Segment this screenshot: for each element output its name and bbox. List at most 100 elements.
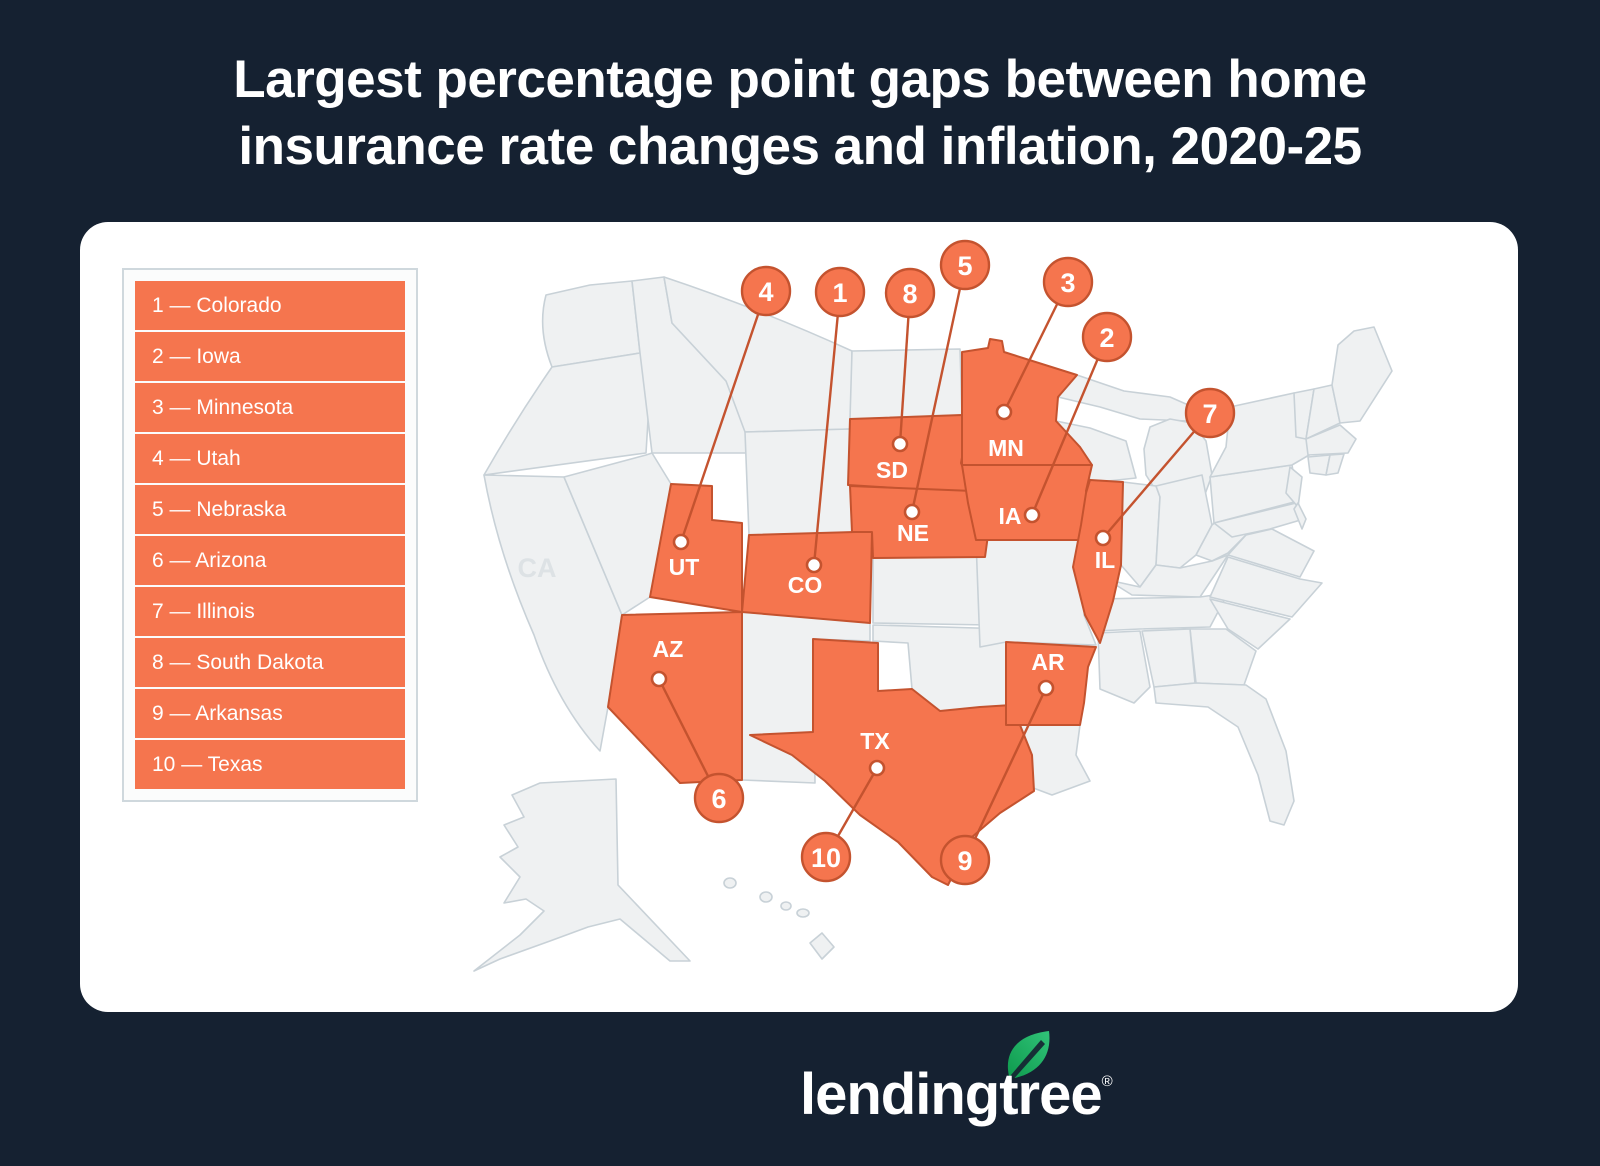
anchor-dot-ut [672, 533, 690, 551]
legend-item-2: 2 — Iowa [135, 332, 405, 381]
state-ia-highlighted [961, 464, 1093, 541]
state-mn-highlighted [961, 338, 1093, 466]
page-title: Largest percentage point gaps between ho… [0, 46, 1600, 180]
marker-circle-ar [939, 834, 991, 886]
state-label-il: IL [1095, 547, 1115, 573]
state-hi-island-5 [809, 932, 835, 960]
anchor-dot-ia [1023, 506, 1041, 524]
ranking-legend: 1 — Colorado 2 — Iowa 3 — Minnesota 4 — … [122, 268, 418, 802]
state-or [483, 352, 653, 476]
leader-line-ia [1030, 336, 1109, 516]
leader-line-co [812, 291, 842, 566]
state-label-co: CO [788, 572, 823, 598]
title-line-1: Largest percentage point gaps between ho… [233, 50, 1367, 109]
state-ca [483, 474, 623, 752]
legend-item-9: 9 — Arkansas [135, 689, 405, 738]
state-ak [473, 778, 691, 972]
marker-circle-ut [740, 265, 792, 317]
legend-item-10: 10 — Texas [135, 740, 405, 789]
leader-line-il [1102, 412, 1211, 539]
legend-item-4: 4 — Utah [135, 434, 405, 483]
marker-circle-tx [800, 831, 852, 883]
marker-number-sd: 8 [902, 279, 917, 309]
legend-item-1: 1 — Colorado [135, 281, 405, 330]
marker-circle-sd [884, 267, 936, 319]
anchor-dot-co [805, 556, 823, 574]
anchor-dot-mn [995, 403, 1013, 421]
marker-number-ut: 4 [758, 277, 773, 307]
state-co-highlighted [741, 531, 873, 624]
legend-item-8: 8 — South Dakota [135, 638, 405, 687]
leader-line-ut [679, 290, 768, 543]
anchor-dot-il [1094, 529, 1112, 547]
state-ks [872, 556, 991, 626]
leader-line-ne [910, 264, 967, 513]
lendingtree-logo: lendingtree® [0, 1028, 1600, 1138]
marker-circle-ia [1081, 311, 1133, 363]
state-me [1331, 326, 1393, 424]
state-mi-upper [1057, 374, 1203, 422]
state-de [1293, 502, 1307, 530]
anchor-dot-sd [891, 435, 909, 453]
state-ma [1305, 424, 1357, 456]
state-ri [1325, 453, 1345, 476]
state-va [1227, 528, 1315, 578]
state-tx-highlighted [749, 638, 1035, 886]
marker-number-tx: 10 [811, 843, 841, 873]
state-md [1213, 502, 1305, 538]
state-al [1141, 628, 1196, 688]
marker-number-ne: 5 [957, 251, 972, 281]
state-ut-highlighted [649, 483, 743, 613]
leader-line-ar [963, 687, 1048, 861]
leader-line-sd [898, 292, 912, 445]
logo-text: lendingtree® [800, 1062, 1113, 1127]
legend-item-5: 5 — Nebraska [135, 485, 405, 534]
state-label-mn: MN [988, 435, 1024, 461]
marker-circle-co [814, 266, 866, 318]
anchor-dot-ar [1037, 679, 1055, 697]
marker-number-az: 6 [711, 784, 726, 814]
state-wy [744, 428, 853, 536]
marker-number-ia: 2 [1099, 323, 1114, 353]
state-hi-island-1 [723, 877, 737, 889]
marker-number-mn: 3 [1060, 268, 1075, 298]
state-il-highlighted [1072, 479, 1124, 644]
state-label-sd: SD [876, 457, 908, 483]
state-hi-island-3 [780, 901, 792, 911]
us-map: 4 1 8 5 3 2 7 6 10 9 UT CO SD NE MN IA I… [473, 239, 1393, 972]
registered-mark: ® [1101, 1073, 1113, 1090]
state-nc [1209, 556, 1323, 618]
marker-number-il: 7 [1202, 399, 1217, 429]
legend-item-3: 3 — Minnesota [135, 383, 405, 432]
state-ga [1189, 628, 1257, 686]
state-label-ar: AR [1031, 649, 1065, 675]
state-label-ia: IA [999, 503, 1022, 529]
state-label-ut: UT [669, 554, 700, 580]
marker-circle-ne [939, 239, 991, 291]
legend-item-7: 7 — Illinois [135, 587, 405, 636]
state-label-az: AZ [653, 636, 684, 662]
title-line-2: insurance rate changes and inflation, 20… [238, 117, 1362, 176]
anchor-dot-az [650, 670, 668, 688]
state-sc [1209, 598, 1291, 650]
state-oh [1155, 474, 1213, 569]
map-card: 1 — Colorado 2 — Iowa 3 — Minnesota 4 — … [80, 222, 1518, 1012]
anchor-dot-tx [868, 759, 886, 777]
state-wa [541, 280, 641, 368]
state-sd-highlighted [847, 414, 974, 494]
state-ms [1097, 630, 1151, 704]
state-hi-island-2 [759, 891, 773, 903]
leaf-icon [1005, 1031, 1050, 1082]
marker-circle-mn [1042, 256, 1094, 308]
state-label-ne: NE [897, 520, 929, 546]
marker-circle-az [693, 772, 745, 824]
anchor-dot-ne [903, 503, 921, 521]
state-tn [1095, 592, 1229, 632]
marker-number-ar: 9 [957, 846, 972, 876]
marker-number-co: 1 [832, 278, 847, 308]
state-label-tx: TX [860, 728, 890, 754]
state-label-ca: CA [518, 553, 557, 583]
state-hi-island-4 [796, 908, 810, 918]
state-fl [1153, 682, 1295, 826]
legend-item-6: 6 — Arizona [135, 536, 405, 585]
